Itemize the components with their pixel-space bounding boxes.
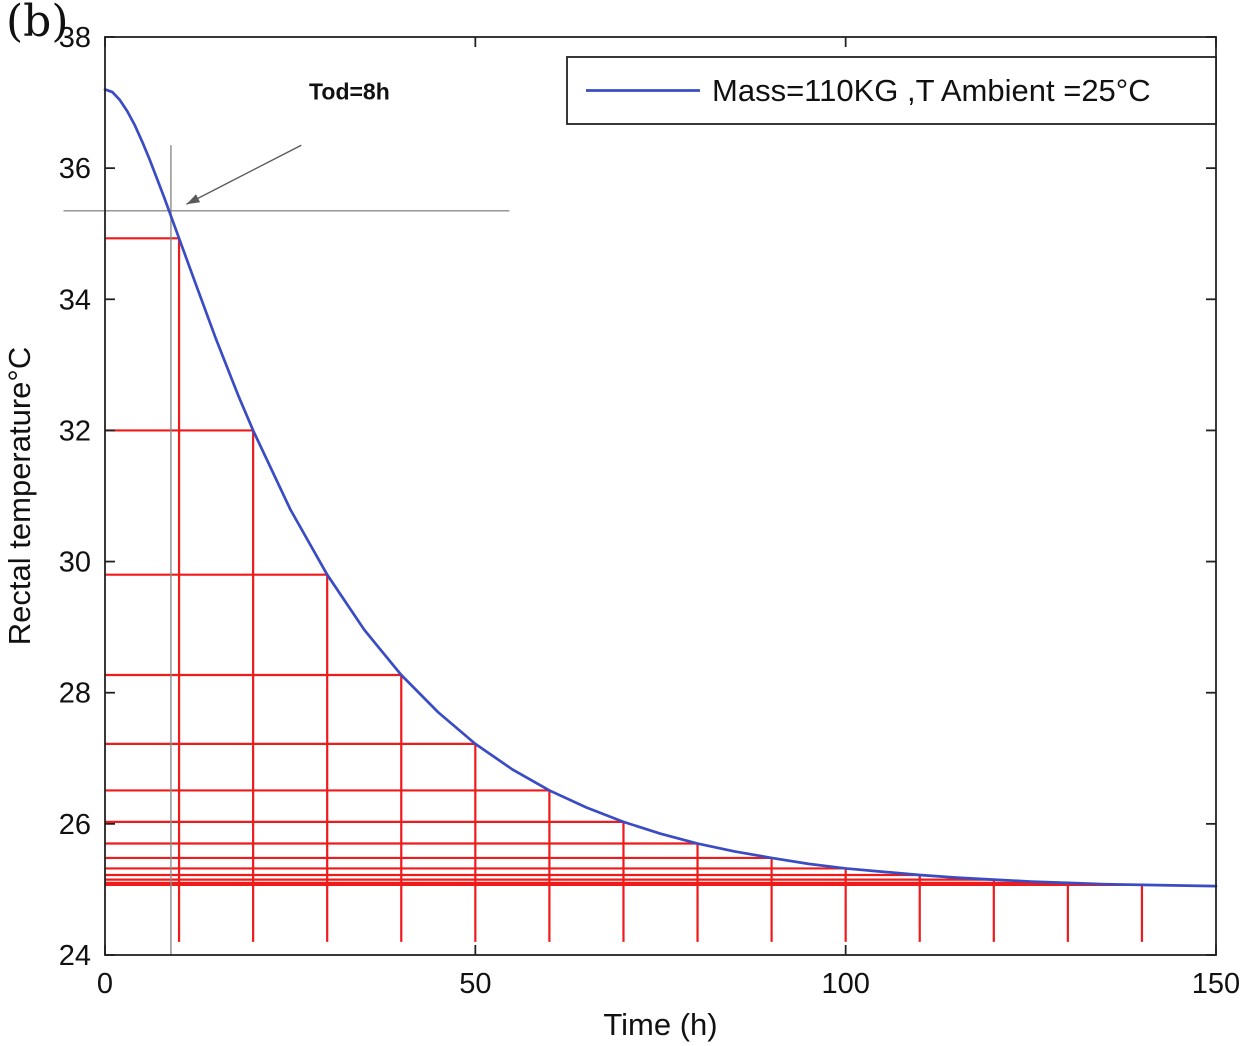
annotation-arrowhead [186, 194, 201, 205]
cooling-curve [103, 88, 1218, 888]
y-axis-label: Rectal temperature°C [2, 347, 37, 645]
tod-annotation-label: Tod=8h [309, 78, 390, 104]
x-tick-label: 0 [97, 968, 113, 1000]
figure-label: (b) [6, 0, 69, 47]
x-axis-label: Time (h) [603, 1007, 717, 1042]
legend-label: Mass=110KG ,T Ambient =25°C [712, 73, 1151, 108]
y-tick-label: 28 [59, 678, 91, 710]
y-tick-label: 24 [59, 940, 91, 972]
y-tick-label: 38 [59, 22, 91, 54]
x-tick-label: 50 [459, 968, 491, 1000]
y-tick-label: 36 [59, 153, 91, 185]
y-tick-label: 26 [59, 809, 91, 841]
annotation-arrow-line [186, 144, 302, 205]
x-tick-label: 150 [1192, 968, 1240, 1000]
y-tick-label: 32 [59, 415, 91, 447]
y-tick-label: 30 [59, 547, 91, 579]
x-tick-label: 100 [821, 968, 869, 1000]
y-tick-label: 34 [59, 284, 91, 316]
plot-frame [104, 36, 1217, 956]
